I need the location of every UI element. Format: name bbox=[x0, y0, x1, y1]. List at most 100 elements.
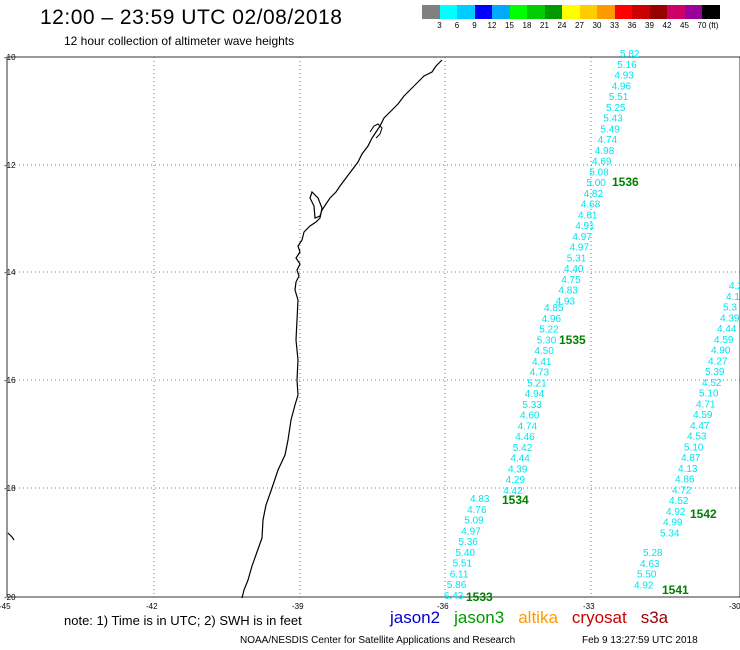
wave-height-value: 4.69 bbox=[592, 157, 612, 168]
wave-height-value: 4.52 bbox=[702, 378, 722, 389]
longitude-label: -42 bbox=[146, 602, 158, 611]
wave-height-value: 4.74 bbox=[598, 135, 618, 146]
wave-height-value: 4.86 bbox=[675, 475, 695, 486]
pass-number-label: 1535 bbox=[559, 333, 586, 347]
generation-timestamp: Feb 9 13:27:59 UTC 2018 bbox=[582, 635, 698, 646]
pass-number-label: 1536 bbox=[612, 175, 639, 189]
legend-swatch bbox=[474, 5, 492, 19]
longitude-label: -36 bbox=[437, 602, 449, 611]
legend-label: 15 bbox=[505, 21, 514, 30]
wave-height-value: 4.39 bbox=[720, 313, 740, 324]
wave-height-value: 4.13 bbox=[678, 464, 698, 475]
wave-height-value: 4.59 bbox=[693, 410, 713, 421]
wave-height-value: 4.75 bbox=[561, 275, 581, 286]
legend-swatch bbox=[422, 5, 440, 19]
latitude-label: -16 bbox=[4, 376, 16, 385]
latitude-label: -10 bbox=[4, 53, 16, 62]
longitude-label: -45 bbox=[0, 602, 11, 611]
legend-swatch bbox=[544, 5, 562, 19]
wave-height-value: 4.98 bbox=[595, 146, 615, 157]
wave-height-value: 5.09 bbox=[464, 516, 484, 527]
longitude-label: -39 bbox=[292, 602, 304, 611]
wave-height-value: 4.73 bbox=[530, 368, 550, 379]
map-frame bbox=[6, 56, 740, 598]
legend-label: 3 bbox=[437, 21, 442, 30]
legend-label: 39 bbox=[645, 21, 654, 30]
wave-height-value: 6.11 bbox=[450, 569, 469, 580]
island-marker bbox=[7, 532, 15, 541]
wave-height-value: 4.76 bbox=[467, 505, 487, 516]
legend-label: 36 bbox=[627, 21, 637, 30]
bahia-bay bbox=[369, 123, 383, 139]
wave-height-value: 5.86 bbox=[447, 580, 467, 591]
pass-number-label: 1541 bbox=[662, 583, 689, 597]
altimeter-tracks: 5.825.164.934.965.515.255.435.494.744.98… bbox=[444, 49, 740, 604]
legend-label: 6 bbox=[454, 21, 460, 30]
wave-height-value: 5.82 bbox=[620, 49, 640, 60]
longitude-label: -33 bbox=[583, 602, 595, 611]
wave-height-value: 4.50 bbox=[534, 346, 554, 357]
wave-height-value: 4.74 bbox=[518, 421, 538, 432]
legend-swatch bbox=[702, 5, 720, 19]
wave-height-value: 4.91 bbox=[575, 221, 595, 232]
legend-swatch bbox=[597, 5, 615, 19]
wave-height-value: 4.83 bbox=[558, 286, 578, 297]
legend-label: 30 bbox=[592, 21, 602, 30]
track-1535: 4.854.965.225.304.504.414.735.214.945.33… bbox=[503, 303, 586, 497]
wave-height-value: 4.59 bbox=[714, 335, 734, 346]
legend-label: 27 bbox=[575, 21, 584, 30]
track-1533: 1533 bbox=[466, 590, 493, 604]
legend-swatch bbox=[649, 5, 667, 19]
wave-height-value: 5.16 bbox=[617, 60, 637, 71]
wave-height-value: 4.61 bbox=[578, 210, 598, 221]
wave-height-value: 4.60 bbox=[520, 411, 540, 422]
wave-height-value: 5.25 bbox=[606, 103, 626, 114]
latitude-labels: -10 -12 -14 -16 -18 -20 bbox=[4, 53, 16, 602]
wave-height-value: 4.92 bbox=[634, 580, 654, 591]
legend-label: 18 bbox=[522, 21, 532, 30]
latitude-label: -18 bbox=[4, 484, 16, 493]
mission-altika: altika bbox=[518, 608, 558, 627]
wave-height-value: 4.29 bbox=[506, 475, 526, 486]
mission-jason2: jason2 bbox=[390, 608, 441, 627]
wave-height-value: 4.39 bbox=[508, 464, 528, 475]
wave-height-value: 5.22 bbox=[539, 325, 559, 336]
wave-height-value: 4.44 bbox=[717, 324, 737, 335]
graticule bbox=[7, 57, 740, 597]
coastline-brazil bbox=[241, 59, 443, 599]
legend-label: (ft) bbox=[708, 21, 719, 30]
wave-height-value: 4.85 bbox=[544, 303, 564, 314]
wave-height-value: 4.71 bbox=[696, 399, 716, 410]
wave-height-value: 4.42 bbox=[503, 486, 523, 497]
wave-height-value: 4.1 bbox=[726, 292, 740, 303]
wave-height-value: 5.36 bbox=[458, 537, 478, 548]
legend-swatch bbox=[509, 5, 527, 19]
wave-height-value: 5.10 bbox=[684, 442, 704, 453]
wave-height-value: 4.40 bbox=[564, 264, 584, 275]
pass-number-label: 1533 bbox=[466, 590, 493, 604]
legend-swatch bbox=[632, 5, 650, 19]
track-1536: 5.825.164.934.965.515.255.435.494.744.98… bbox=[556, 49, 640, 307]
wave-height-value: 4.96 bbox=[542, 314, 562, 325]
map-subtitle: 12 hour collection of altimeter wave hei… bbox=[64, 34, 295, 48]
mission-jason3: jason3 bbox=[454, 608, 505, 627]
wave-height-value: 5.08 bbox=[589, 167, 609, 178]
legend-swatch bbox=[492, 5, 510, 19]
wave-height-value: 4.46 bbox=[515, 432, 535, 443]
track-1534: 4.834.765.094.975.365.405.516.115.866.43… bbox=[444, 493, 529, 602]
wave-height-value: 4.53 bbox=[687, 432, 707, 443]
wave-height-value: 5.00 bbox=[586, 178, 606, 189]
wave-height-value: 4.97 bbox=[572, 232, 592, 243]
legend-label: 12 bbox=[487, 21, 497, 30]
wave-height-value: 5.40 bbox=[456, 548, 476, 559]
mission-s3a: s3a bbox=[640, 608, 669, 627]
wave-height-value: 5.39 bbox=[705, 367, 725, 378]
wave-height-value: 5.49 bbox=[600, 124, 620, 135]
longitude-label: -30 bbox=[729, 602, 740, 611]
legend-swatch bbox=[667, 5, 685, 19]
source-credit: NOAA/NESDIS Center for Satellite Applica… bbox=[240, 635, 516, 646]
track-1542: 4.24.15.34.394.444.594.904.275.394.525.1… bbox=[660, 281, 740, 539]
wave-height-value: 5.42 bbox=[513, 443, 533, 454]
wave-height-value: 5.33 bbox=[522, 400, 542, 411]
